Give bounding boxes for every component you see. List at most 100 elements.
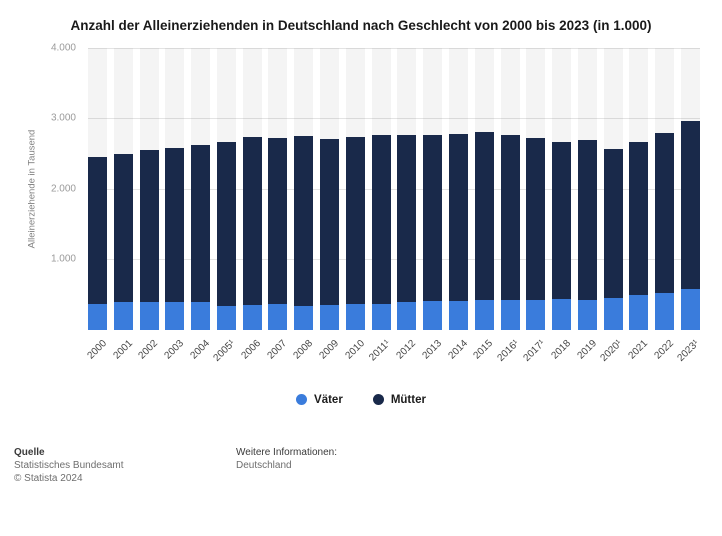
bar-segment-muetter[interactable] <box>448 133 468 302</box>
x-tick: 2022 <box>652 335 676 373</box>
bar-segment-muetter[interactable] <box>423 135 443 302</box>
bar-segment-muetter[interactable] <box>139 150 159 303</box>
bar-segment-muetter[interactable] <box>371 135 391 304</box>
x-tick-label: 2020¹ <box>598 337 625 364</box>
legend-item-muetter[interactable]: Mütter <box>372 393 426 406</box>
bar-columns <box>88 47 700 330</box>
bar-segment-vaeter[interactable] <box>371 303 391 330</box>
bar-segment-muetter[interactable] <box>88 156 107 304</box>
bar-segment-muetter[interactable] <box>397 134 417 302</box>
x-axis: 2000 2001 2002 2003 2004 2005¹ 2006 2007 2008 200… <box>85 335 701 373</box>
x-tick-label: 2012 <box>394 337 419 362</box>
legend: Väter Mütter <box>0 394 722 406</box>
legend-item-vaeter[interactable]: Väter <box>296 394 343 406</box>
bar-segment-vaeter[interactable] <box>320 304 340 330</box>
bar-segment-muetter[interactable] <box>216 142 236 307</box>
bar-segment-muetter[interactable] <box>191 144 211 302</box>
bar-column-2000 <box>88 47 107 330</box>
chart-area: Alleinerziehende in Tausend 4.000 3.000 2.… <box>0 42 722 374</box>
bar-segment-muetter[interactable] <box>680 120 700 290</box>
bar-segment-vaeter[interactable] <box>577 299 597 330</box>
bar-column-2021 <box>629 47 649 330</box>
bar-segment-vaeter[interactable] <box>268 304 288 330</box>
x-tick: 2013 <box>420 335 444 373</box>
bar-segment-vaeter[interactable] <box>448 301 468 330</box>
bar-segment-vaeter[interactable] <box>216 306 236 330</box>
bar-segment-muetter[interactable] <box>345 136 365 304</box>
bar-segment-vaeter[interactable] <box>423 301 443 330</box>
source-block: Quelle Statistisches Bundesamt © Statist… <box>14 446 236 485</box>
legend-label-muetter: Mütter <box>390 393 426 406</box>
x-tick-label: 2003 <box>162 337 187 362</box>
bar-segment-vaeter[interactable] <box>345 303 365 330</box>
x-tick-label: 2022 <box>652 337 676 362</box>
x-tick: 2020¹ <box>599 335 625 373</box>
x-tick-label: 2010 <box>343 337 367 362</box>
x-tick-label: 2011¹ <box>367 337 393 364</box>
chart-title: Anzahl der Alleinerziehenden in Deutschl… <box>70 18 652 33</box>
bar-segment-muetter[interactable] <box>113 153 133 303</box>
gridline-4000 <box>88 47 700 49</box>
y-axis: 4.000 3.000 2.000 1.000 <box>0 42 80 330</box>
bar-segment-vaeter[interactable] <box>552 299 572 330</box>
x-tick: 2007 <box>265 335 290 373</box>
bar-column-2008 <box>294 47 314 330</box>
bar-segment-muetter[interactable] <box>165 147 185 303</box>
bar-segment-vaeter[interactable] <box>629 294 649 330</box>
bar-segment-muetter[interactable] <box>577 140 597 300</box>
bar-column-2020 <box>603 47 623 330</box>
y-tick-label: 1.000 <box>50 253 76 265</box>
bar-segment-vaeter[interactable] <box>474 299 494 330</box>
bar-segment-muetter[interactable] <box>603 149 623 299</box>
x-tick-label: 2021 <box>626 337 651 362</box>
bar-segment-vaeter[interactable] <box>655 293 675 330</box>
bar-segment-vaeter[interactable] <box>242 305 262 330</box>
plot-area <box>88 47 700 330</box>
bar-segment-vaeter[interactable] <box>165 302 185 330</box>
bar-segment-vaeter[interactable] <box>603 298 623 330</box>
x-tick: 2004 <box>188 335 212 373</box>
gridline-2000 <box>88 188 700 190</box>
bar-column-2012 <box>397 47 417 330</box>
bar-segment-muetter[interactable] <box>552 142 572 300</box>
x-tick: 2009 <box>317 335 341 373</box>
bar-segment-muetter[interactable] <box>526 138 546 300</box>
x-tick: 2019 <box>575 335 599 373</box>
x-tick: 2005¹ <box>212 335 238 373</box>
bar-segment-muetter[interactable] <box>242 136 262 306</box>
bar-segment-muetter[interactable] <box>655 133 675 294</box>
bar-segment-vaeter[interactable] <box>680 289 700 330</box>
bar-segment-vaeter[interactable] <box>500 299 520 330</box>
info-region-link[interactable]: Deutschland <box>236 459 292 471</box>
bar-column-2018 <box>552 47 572 330</box>
legend-dot-vaeter <box>296 394 308 406</box>
x-tick: 2018 <box>549 335 573 373</box>
x-tick: 2012 <box>394 335 419 373</box>
x-tick-label: 2006 <box>239 337 264 362</box>
bar-segment-vaeter[interactable] <box>113 302 133 330</box>
x-tick: 2010 <box>343 335 367 373</box>
x-tick-label: 2004 <box>188 337 212 362</box>
x-tick: 2016¹ <box>495 335 521 373</box>
footer: Quelle Statistisches Bundesamt © Statist… <box>0 446 722 485</box>
bar-segment-vaeter[interactable] <box>294 305 314 330</box>
bar-segment-muetter[interactable] <box>320 138 340 305</box>
x-tick: 2006 <box>239 335 264 373</box>
bar-column-2014 <box>448 47 468 330</box>
x-tick: 2000 <box>85 335 109 373</box>
bar-segment-vaeter[interactable] <box>191 301 211 330</box>
bar-column-2004 <box>191 47 211 330</box>
bar-segment-muetter[interactable] <box>500 134 520 300</box>
x-tick-label: 2007 <box>265 337 290 362</box>
bar-segment-muetter[interactable] <box>474 132 494 300</box>
bar-segment-vaeter[interactable] <box>139 302 159 330</box>
bar-segment-muetter[interactable] <box>294 136 314 306</box>
bar-segment-vaeter[interactable] <box>397 301 417 330</box>
bar-column-2001 <box>113 47 133 330</box>
x-tick-label: 2009 <box>317 337 341 362</box>
bar-segment-vaeter[interactable] <box>526 299 546 330</box>
bar-segment-muetter[interactable] <box>629 142 649 295</box>
bar-segment-muetter[interactable] <box>268 138 288 305</box>
bar-segment-vaeter[interactable] <box>88 303 107 330</box>
